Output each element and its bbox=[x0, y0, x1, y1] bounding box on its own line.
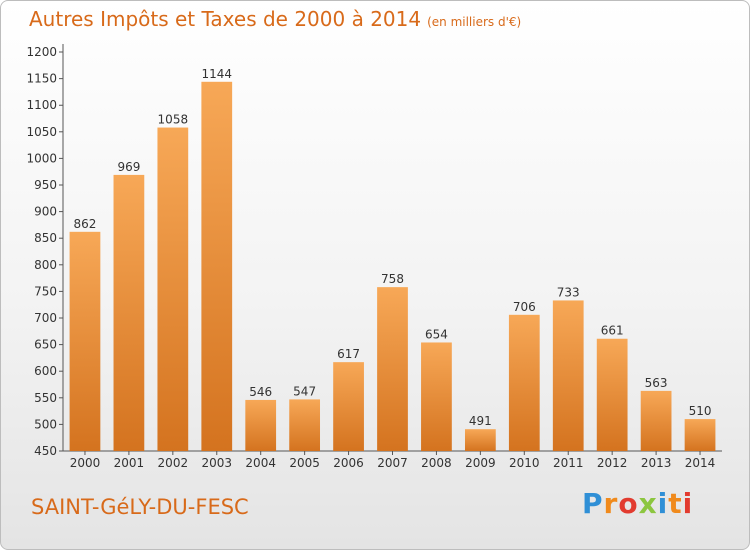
bar bbox=[640, 390, 672, 451]
bar bbox=[333, 362, 364, 451]
data-label: 733 bbox=[557, 285, 580, 299]
data-label: 1144 bbox=[201, 67, 232, 81]
data-label: 654 bbox=[425, 327, 448, 341]
x-tick-label: 2010 bbox=[509, 456, 540, 470]
x-tick-label: 2005 bbox=[289, 456, 320, 470]
commune-name: SAINT-GéLY-DU-FESC bbox=[31, 495, 249, 519]
x-tick-label: 2002 bbox=[158, 456, 189, 470]
bars bbox=[69, 81, 716, 452]
data-label: 547 bbox=[293, 384, 316, 398]
bar bbox=[113, 174, 145, 451]
data-label: 758 bbox=[381, 272, 404, 286]
chart-unit: (en milliers d'€) bbox=[427, 15, 522, 29]
bar bbox=[245, 399, 277, 451]
bar bbox=[421, 342, 452, 451]
bar bbox=[157, 127, 189, 451]
bar bbox=[596, 338, 628, 451]
x-tick-label: 2013 bbox=[641, 456, 672, 470]
y-tick-label: 1150 bbox=[26, 72, 57, 86]
data-label: 617 bbox=[337, 347, 360, 361]
x-tick-label: 2004 bbox=[245, 456, 276, 470]
x-tick-label: 2007 bbox=[377, 456, 408, 470]
bar bbox=[464, 429, 496, 451]
y-tick-label: 450 bbox=[34, 444, 57, 458]
bar bbox=[201, 81, 233, 452]
y-tick-label: 850 bbox=[34, 231, 57, 245]
y-tick-label: 700 bbox=[34, 311, 57, 325]
bar bbox=[552, 300, 584, 451]
x-tick-label: 2014 bbox=[685, 456, 716, 470]
data-label: 969 bbox=[117, 160, 140, 174]
y-tick-label: 1000 bbox=[26, 151, 57, 165]
y-tick-label: 950 bbox=[34, 178, 57, 192]
data-label: 661 bbox=[601, 324, 624, 338]
labels: 862 2000 969 2001 1058 2002 1144 2003 546 2004 547… bbox=[70, 67, 716, 470]
y-tick-label: 900 bbox=[34, 205, 57, 219]
data-label: 510 bbox=[689, 404, 712, 418]
x-tick-label: 2009 bbox=[465, 456, 496, 470]
proxiti-logo[interactable]: Proxiti bbox=[582, 487, 694, 520]
data-label: 862 bbox=[74, 217, 97, 231]
bar bbox=[377, 287, 408, 451]
y-tick-label: 1050 bbox=[26, 125, 57, 139]
bar bbox=[289, 399, 321, 451]
y-tick-label: 600 bbox=[34, 364, 57, 378]
data-label: 706 bbox=[513, 300, 536, 314]
x-tick-label: 2006 bbox=[333, 456, 364, 470]
y-tick-label: 550 bbox=[34, 391, 57, 405]
chart-title-text: Autres Impôts et Taxes de 2000 à 2014 bbox=[29, 7, 422, 31]
data-label: 491 bbox=[469, 414, 492, 428]
bar bbox=[508, 314, 540, 451]
y-tick-label: 650 bbox=[34, 338, 57, 352]
y-tick-label: 750 bbox=[34, 284, 57, 298]
x-tick-label: 2008 bbox=[421, 456, 452, 470]
y-tick-label: 500 bbox=[34, 417, 57, 431]
y-tick-label: 1100 bbox=[26, 98, 57, 112]
bar bbox=[684, 419, 716, 451]
x-tick-label: 2003 bbox=[201, 456, 232, 470]
x-tick-label: 2000 bbox=[70, 456, 101, 470]
x-tick-label: 2012 bbox=[597, 456, 628, 470]
x-tick-label: 2011 bbox=[553, 456, 584, 470]
axes: 450 500 550 600 650 700 750 800 850 900 950 1000 105… bbox=[26, 44, 722, 458]
data-label: 546 bbox=[249, 385, 272, 399]
data-label: 1058 bbox=[158, 113, 189, 127]
y-tick-label: 800 bbox=[34, 258, 57, 272]
y-tick-label: 1200 bbox=[26, 45, 57, 59]
chart-title: Autres Impôts et Taxes de 2000 à 2014 (en… bbox=[29, 7, 521, 31]
bar bbox=[69, 231, 101, 451]
data-label: 563 bbox=[645, 376, 668, 390]
x-tick-label: 2001 bbox=[114, 456, 145, 470]
